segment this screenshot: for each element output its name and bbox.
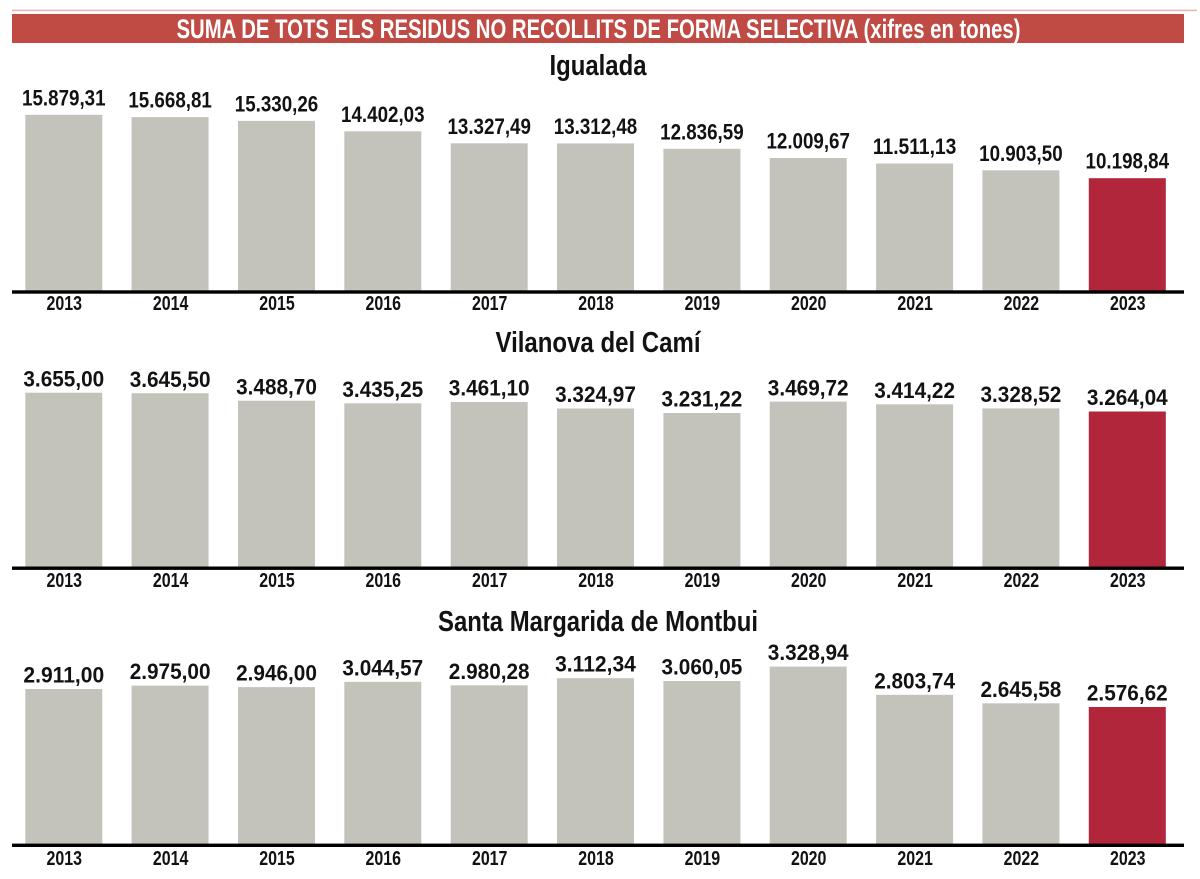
svg-text:2019: 2019 — [685, 293, 721, 315]
svg-text:2.911,00: 2.911,00 — [23, 663, 104, 688]
svg-text:3.112,34: 3.112,34 — [555, 652, 637, 677]
svg-text:3.469,72: 3.469,72 — [768, 375, 849, 400]
svg-text:2023: 2023 — [1110, 570, 1146, 592]
svg-text:2014: 2014 — [153, 848, 189, 870]
svg-text:13.327,49: 13.327,49 — [447, 114, 531, 139]
svg-text:3.328,52: 3.328,52 — [981, 382, 1062, 407]
svg-text:2014: 2014 — [153, 570, 189, 592]
svg-text:2020: 2020 — [791, 848, 827, 870]
svg-text:3.645,50: 3.645,50 — [130, 367, 211, 392]
svg-text:3.435,25: 3.435,25 — [342, 377, 423, 402]
svg-text:15.668,81: 15.668,81 — [128, 88, 212, 113]
svg-text:3.264,04: 3.264,04 — [1087, 385, 1169, 410]
svg-text:3.488,70: 3.488,70 — [236, 374, 317, 399]
svg-text:2015: 2015 — [259, 570, 295, 592]
svg-text:Vilanova del Camí: Vilanova del Camí — [496, 327, 702, 359]
svg-text:3.461,10: 3.461,10 — [449, 376, 530, 401]
svg-text:2019: 2019 — [685, 570, 721, 592]
svg-text:2015: 2015 — [259, 293, 295, 315]
svg-text:2021: 2021 — [897, 848, 933, 870]
svg-text:2020: 2020 — [791, 570, 827, 592]
svg-text:Igualada: Igualada — [550, 50, 648, 82]
svg-text:15.330,26: 15.330,26 — [235, 91, 319, 116]
svg-text:2022: 2022 — [1004, 293, 1040, 315]
svg-text:2013: 2013 — [47, 570, 83, 592]
svg-text:2.975,00: 2.975,00 — [130, 659, 211, 684]
svg-text:3.060,05: 3.060,05 — [662, 655, 743, 680]
svg-text:2.980,28: 2.980,28 — [449, 659, 530, 684]
svg-text:3.328,94: 3.328,94 — [768, 640, 850, 665]
svg-text:13.312,48: 13.312,48 — [554, 114, 638, 139]
svg-text:2018: 2018 — [578, 848, 614, 870]
svg-text:2017: 2017 — [472, 570, 508, 592]
svg-text:2022: 2022 — [1004, 570, 1040, 592]
svg-text:3.414,22: 3.414,22 — [874, 378, 955, 403]
svg-text:Santa Margarida de Montbui: Santa Margarida de Montbui — [438, 606, 758, 638]
svg-text:10.198,84: 10.198,84 — [1086, 149, 1170, 174]
svg-text:12.836,59: 12.836,59 — [660, 119, 744, 144]
svg-text:2017: 2017 — [472, 848, 508, 870]
svg-text:2017: 2017 — [472, 293, 508, 315]
svg-text:3.324,97: 3.324,97 — [555, 382, 636, 407]
svg-text:2021: 2021 — [897, 570, 933, 592]
svg-text:11.511,13: 11.511,13 — [873, 134, 957, 159]
svg-text:2018: 2018 — [578, 570, 614, 592]
svg-text:2013: 2013 — [47, 293, 83, 315]
svg-text:2013: 2013 — [47, 848, 83, 870]
svg-text:2021: 2021 — [897, 293, 933, 315]
svg-text:14.402,03: 14.402,03 — [341, 102, 425, 127]
svg-text:2014: 2014 — [153, 293, 189, 315]
svg-text:2023: 2023 — [1110, 848, 1146, 870]
svg-text:2.803,74: 2.803,74 — [874, 668, 956, 693]
svg-text:2.946,00: 2.946,00 — [236, 661, 317, 686]
svg-text:2022: 2022 — [1004, 848, 1040, 870]
svg-text:3.231,22: 3.231,22 — [662, 387, 743, 412]
svg-text:3.044,57: 3.044,57 — [342, 655, 423, 680]
svg-text:2.645,58: 2.645,58 — [981, 677, 1062, 702]
svg-text:2016: 2016 — [366, 293, 402, 315]
svg-text:2019: 2019 — [685, 848, 721, 870]
svg-text:15.879,31: 15.879,31 — [22, 85, 106, 110]
svg-text:2015: 2015 — [259, 848, 295, 870]
svg-text:2016: 2016 — [366, 848, 402, 870]
svg-text:2.576,62: 2.576,62 — [1087, 681, 1168, 706]
svg-text:12.009,67: 12.009,67 — [766, 129, 850, 154]
svg-text:SUMA DE TOTS ELS RESIDUS NO RE: SUMA DE TOTS ELS RESIDUS NO RECOLLITS DE… — [177, 14, 1021, 44]
svg-text:3.655,00: 3.655,00 — [23, 366, 104, 391]
svg-text:2023: 2023 — [1110, 293, 1146, 315]
svg-text:2016: 2016 — [366, 570, 402, 592]
svg-text:2020: 2020 — [791, 293, 827, 315]
svg-text:10.903,50: 10.903,50 — [979, 141, 1063, 166]
svg-text:2018: 2018 — [578, 293, 614, 315]
